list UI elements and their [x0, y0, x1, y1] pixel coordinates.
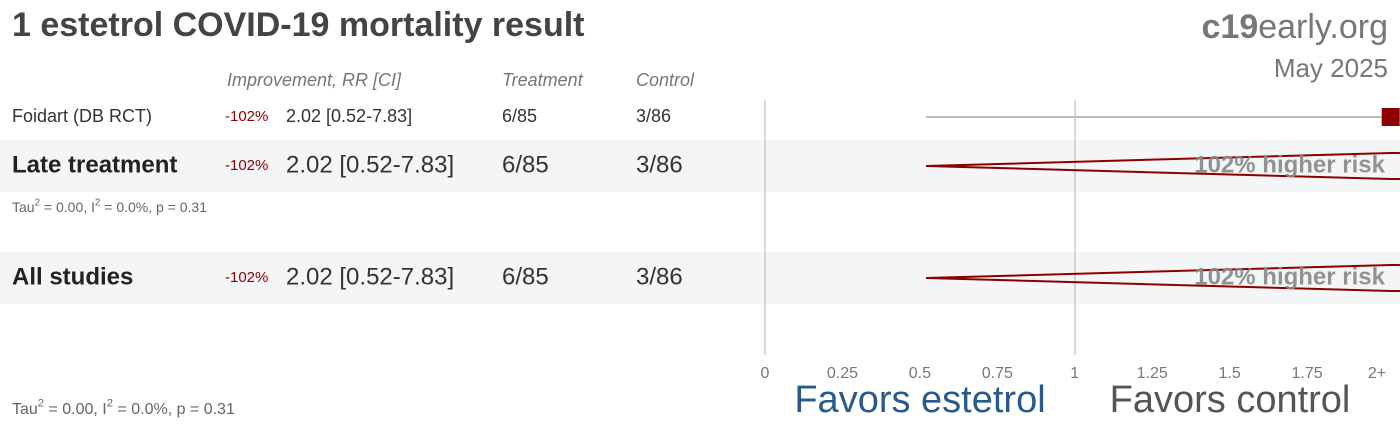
point-estimate	[1381, 108, 1400, 126]
chart-title: 1 estetrol COVID-19 mortality result	[12, 6, 585, 44]
improvement: -102%	[225, 157, 268, 174]
heterogeneity: Tau2 = 0.00, I2 = 0.0%, p = 0.31	[12, 197, 207, 215]
column-header: Treatment	[502, 70, 584, 90]
x-tick-label: 1	[1070, 365, 1079, 382]
het-text: Tau	[12, 401, 38, 418]
row-bands	[0, 140, 1400, 304]
row-band	[0, 252, 1400, 304]
x-tick-label: 0.75	[982, 365, 1013, 382]
favors-treatment: Favors estetrol	[794, 379, 1045, 421]
control-count: 3/86	[636, 106, 671, 126]
plot-area	[926, 108, 1400, 293]
het-text: Tau	[12, 199, 35, 215]
het-text: = 0.0%, p = 0.31	[113, 401, 235, 418]
heterogeneity: Tau2 = 0.00, I2 = 0.0%, p = 0.31	[12, 398, 235, 419]
rr-ci: 2.02 [0.52-7.83]	[286, 263, 454, 290]
risk-label: 102% higher risk	[1194, 151, 1385, 178]
row-name: Foidart (DB RCT)	[12, 106, 152, 126]
brand-rest: early.org	[1258, 8, 1388, 46]
improvement: -102%	[225, 108, 268, 125]
rr-ci: 2.02 [0.52-7.83]	[286, 151, 454, 178]
column-header: Improvement, RR [CI]	[227, 70, 402, 90]
brand-bold: c19	[1202, 8, 1259, 46]
date: May 2025	[1274, 53, 1388, 83]
treatment-count: 6/85	[502, 106, 537, 126]
summary-diamond	[926, 151, 1400, 181]
het-text: = 0.00, I	[44, 401, 107, 418]
favors-control: Favors control	[1110, 379, 1351, 421]
x-tick-label: 1.25	[1137, 365, 1168, 382]
x-tick-label: 2+	[1368, 365, 1386, 382]
superscript: 2	[38, 398, 44, 410]
superscript: 2	[35, 197, 40, 208]
control-count: 3/86	[636, 263, 683, 290]
het-text: = 0.00, I	[40, 199, 95, 215]
summary-diamond	[926, 263, 1400, 293]
superscript: 2	[107, 398, 113, 410]
treatment-count: 6/85	[502, 151, 549, 178]
row-name: Late treatment	[12, 151, 177, 178]
row-name: All studies	[12, 263, 133, 290]
rr-ci: 2.02 [0.52-7.83]	[286, 106, 412, 126]
risk-label: 102% higher risk	[1194, 263, 1385, 290]
het-text: = 0.0%, p = 0.31	[100, 199, 207, 215]
x-tick-label: 1.75	[1292, 365, 1323, 382]
control-count: 3/86	[636, 151, 683, 178]
improvement: -102%	[225, 269, 268, 286]
x-tick-label: 0.25	[827, 365, 858, 382]
x-tick-label: 1.5	[1219, 365, 1241, 382]
treatment-count: 6/85	[502, 263, 549, 290]
superscript: 2	[95, 197, 100, 208]
row-band	[0, 140, 1400, 192]
column-header: Control	[636, 70, 695, 90]
brand: c19early.org	[1202, 8, 1389, 46]
x-tick-label: 0.5	[909, 365, 931, 382]
x-tick-label: 0	[761, 365, 770, 382]
